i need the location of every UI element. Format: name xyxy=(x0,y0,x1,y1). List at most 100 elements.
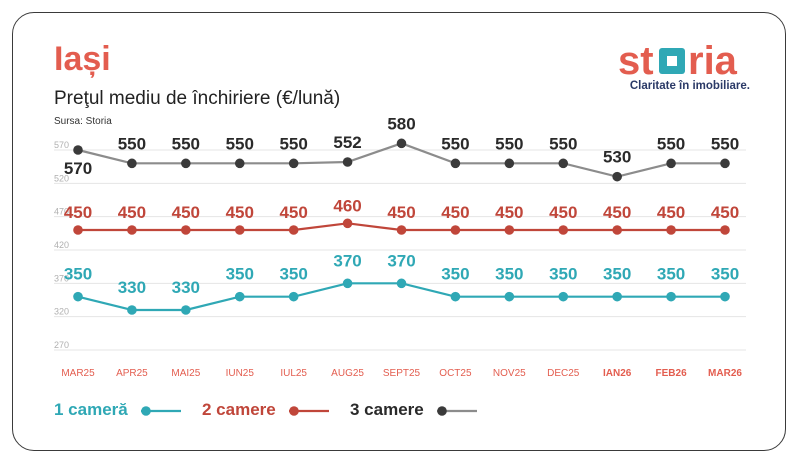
legend-item-2: 2 camere xyxy=(202,400,276,420)
data-point xyxy=(181,305,191,315)
data-label: 370 xyxy=(333,251,361,270)
data-label: 450 xyxy=(495,203,523,222)
data-point xyxy=(73,145,83,155)
data-label: 450 xyxy=(64,203,92,222)
data-point xyxy=(720,158,730,169)
data-point xyxy=(181,225,191,235)
data-label: 350 xyxy=(711,265,739,284)
data-point xyxy=(666,158,676,169)
y-tick-label: 370 xyxy=(54,273,69,283)
data-point xyxy=(612,291,622,302)
series-2: 450 450 450 450 450 460 450 450 450 450 450 450 450 xyxy=(64,196,739,235)
data-label: 450 xyxy=(279,203,307,222)
data-point xyxy=(558,158,569,169)
data-label: 350 xyxy=(279,265,307,284)
x-tick-label: SEPT25 xyxy=(383,368,421,379)
data-point xyxy=(127,158,137,169)
data-label: 450 xyxy=(441,203,469,222)
data-point xyxy=(396,278,407,289)
data-label: 450 xyxy=(172,203,200,222)
legend-swatch xyxy=(437,406,477,416)
data-label: 450 xyxy=(226,203,254,222)
data-point xyxy=(127,305,137,315)
data-label: 550 xyxy=(226,134,254,153)
data-point xyxy=(342,278,353,289)
data-point xyxy=(342,157,353,167)
data-label: 350 xyxy=(64,265,92,284)
data-point xyxy=(450,291,461,302)
data-label: 550 xyxy=(657,134,685,153)
data-point xyxy=(73,225,83,235)
data-label: 350 xyxy=(441,265,469,284)
data-point xyxy=(612,171,622,182)
data-label: 330 xyxy=(172,278,200,297)
data-label: 450 xyxy=(118,203,146,222)
data-point xyxy=(504,225,515,235)
legend-label: 1 cameră xyxy=(54,400,128,419)
data-label: 460 xyxy=(333,196,361,215)
data-point xyxy=(720,225,730,235)
data-point xyxy=(396,225,407,235)
x-tick-label: APR25 xyxy=(116,368,148,379)
x-tick-label: AUG25 xyxy=(331,368,364,379)
data-label: 450 xyxy=(657,203,685,222)
x-tick-label: IUL25 xyxy=(280,368,307,379)
x-tick-label: MAR25 xyxy=(61,368,95,379)
legend-label: 2 camere xyxy=(202,400,276,419)
data-point xyxy=(504,158,515,169)
data-label: 550 xyxy=(118,134,146,153)
data-label: 450 xyxy=(549,203,577,222)
data-point xyxy=(450,158,461,169)
series-3: 570 550 550 550 550 552 580 550 550 550 530 550 550 xyxy=(64,114,739,182)
data-label: 550 xyxy=(711,134,739,153)
x-tick-label: FEB26 xyxy=(656,368,688,379)
series-1: 350 330 330 350 350 370 370 350 350 350 350 350 350 xyxy=(64,251,739,315)
data-point xyxy=(234,225,245,235)
data-label: 530 xyxy=(603,148,631,167)
x-tick-label: OCT25 xyxy=(439,368,472,379)
y-tick-label: 570 xyxy=(54,140,69,150)
x-tick-label: IUN25 xyxy=(226,368,255,379)
data-point xyxy=(288,291,299,302)
x-tick-label: MAR26 xyxy=(708,368,742,379)
legend-item-3: 3 camere xyxy=(350,400,424,420)
data-point xyxy=(450,225,461,235)
x-tick-label: MAI25 xyxy=(171,368,200,379)
legend-swatch xyxy=(141,406,181,416)
data-point xyxy=(234,158,245,169)
data-label: 550 xyxy=(441,134,469,153)
data-point xyxy=(342,218,353,229)
data-point xyxy=(181,158,191,169)
data-point xyxy=(558,291,569,302)
data-label: 550 xyxy=(172,134,200,153)
data-label: 350 xyxy=(657,265,685,284)
svg-text:st: st xyxy=(618,40,654,83)
data-point xyxy=(612,225,622,235)
data-point xyxy=(666,291,676,302)
chart-subtitle: Preţul mediu de închiriere (€/lună) xyxy=(54,88,341,109)
data-label: 370 xyxy=(387,251,415,270)
legend-swatch xyxy=(289,406,329,416)
data-point xyxy=(720,291,730,302)
data-label: 450 xyxy=(603,203,631,222)
data-label: 570 xyxy=(64,159,92,178)
data-point xyxy=(504,291,515,302)
data-point xyxy=(234,291,245,302)
data-label: 450 xyxy=(711,203,739,222)
x-tick-label: DEC25 xyxy=(547,368,580,379)
data-point xyxy=(127,225,137,235)
data-label: 550 xyxy=(495,134,523,153)
data-point xyxy=(73,291,83,302)
data-label: 330 xyxy=(118,278,146,297)
data-label: 350 xyxy=(226,265,254,284)
data-label: 550 xyxy=(279,134,307,153)
data-label: 350 xyxy=(603,265,631,284)
svg-text:ria: ria xyxy=(688,40,738,83)
page-title: Iași xyxy=(54,40,111,78)
data-point xyxy=(396,138,407,149)
y-tick-label: 320 xyxy=(54,307,69,317)
logo-tagline: Claritate în imobiliare. xyxy=(629,80,750,92)
data-label: 552 xyxy=(333,133,361,152)
data-point xyxy=(666,225,676,235)
